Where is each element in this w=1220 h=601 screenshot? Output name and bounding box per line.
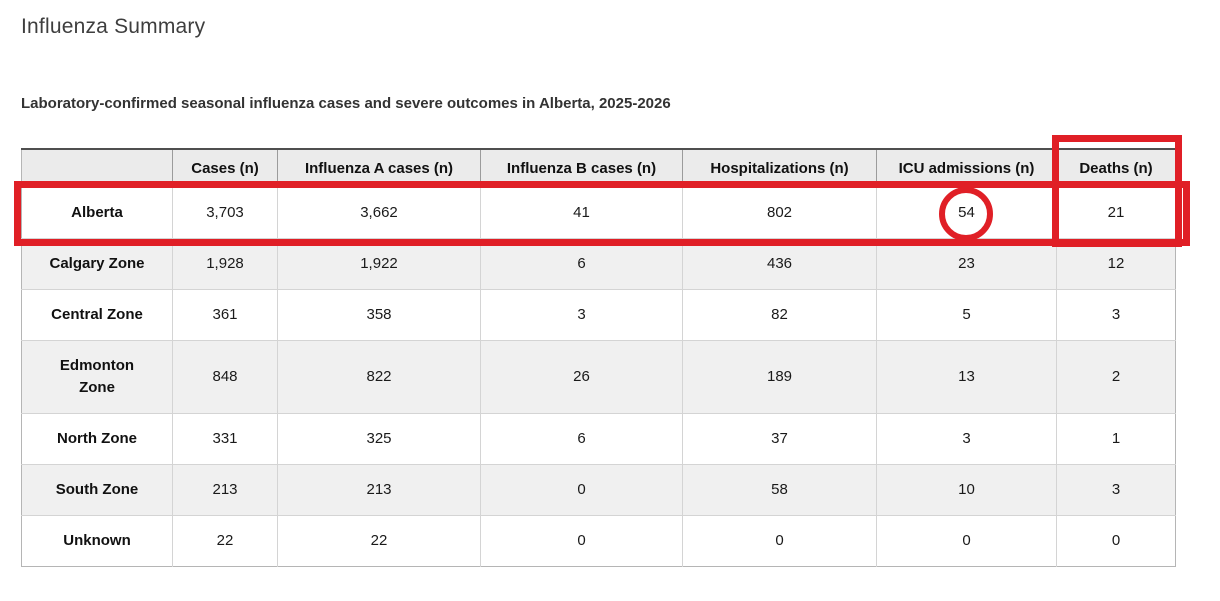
- value-cell: 1,928: [172, 237, 278, 289]
- value-cell: 21: [1107, 203, 1125, 221]
- region-cell: Central Zone: [21, 288, 173, 340]
- summary-table-container: Cases (n) Influenza A cases (n) Influenza …: [14, 135, 1190, 567]
- value-cell: 822: [277, 339, 481, 413]
- value-cell: 2: [1056, 339, 1176, 413]
- influenza-summary-table: Cases (n) Influenza A cases (n) Influenza …: [21, 148, 1176, 567]
- value-cell: 3: [1056, 288, 1176, 340]
- value-cell: 3,662: [277, 187, 481, 238]
- table-row: North Zone 331 325 6 37 3 1: [21, 412, 1176, 464]
- table-row: Edmonton Zone 848 822 26 189 13 2: [21, 339, 1176, 413]
- region-column-header: [21, 149, 173, 188]
- value-cell: 37: [682, 412, 877, 464]
- value-cell: 6: [480, 412, 683, 464]
- value-cell: 22: [172, 514, 278, 566]
- value-cell: 58: [682, 463, 877, 515]
- value-cell: 358: [277, 288, 481, 340]
- region-cell: North Zone: [21, 412, 173, 464]
- value-cell: 213: [277, 463, 481, 515]
- value-cell: 0: [1056, 514, 1176, 566]
- table-caption: Laboratory-confirmed seasonal influenza …: [21, 95, 671, 112]
- column-header: Hospitalizations (n): [682, 149, 877, 188]
- value-cell: 3: [876, 412, 1057, 464]
- region-cell: South Zone: [21, 463, 173, 515]
- value-cell: 3,703: [172, 187, 278, 238]
- value-cell: 82: [682, 288, 877, 340]
- value-cell: 1: [1056, 412, 1176, 464]
- value-cell: 41: [480, 187, 683, 238]
- column-header: ICU admissions (n): [876, 149, 1057, 188]
- value-cell: 331: [172, 412, 278, 464]
- value-cell: 0: [480, 514, 683, 566]
- value-cell: 0: [480, 463, 683, 515]
- value-cell: 325: [277, 412, 481, 464]
- value-cell: 436: [682, 237, 877, 289]
- value-cell: 54: [876, 187, 1057, 238]
- value-cell: 12: [1056, 237, 1176, 289]
- table-row: Central Zone 361 358 3 82 5 3: [21, 288, 1176, 340]
- region-cell: Edmonton Zone: [21, 339, 173, 413]
- column-header: Deaths (n): [1056, 149, 1176, 188]
- table-row: Calgary Zone 1,928 1,922 6 436 23 12: [21, 237, 1176, 289]
- value-cell: 0: [876, 514, 1057, 566]
- column-header: Influenza A cases (n): [277, 149, 481, 188]
- region-cell: Alberta: [21, 187, 173, 238]
- value-cell: 0: [682, 514, 877, 566]
- value-cell: 26: [480, 339, 683, 413]
- table-row: Unknown 22 22 0 0 0 0: [21, 514, 1176, 566]
- value-cell: 361: [172, 288, 278, 340]
- table-header-row: Cases (n) Influenza A cases (n) Influenza …: [21, 149, 1176, 188]
- value-cell: 10: [876, 463, 1057, 515]
- page-title: Influenza Summary: [21, 15, 206, 38]
- value-cell: 23: [876, 237, 1057, 289]
- value-cell: 802: [682, 187, 877, 238]
- value-cell: 1,922: [277, 237, 481, 289]
- value-cell: 3: [1056, 463, 1176, 515]
- region-cell: Unknown: [21, 514, 173, 566]
- value-cell: 213: [172, 463, 278, 515]
- value-cell: 22: [277, 514, 481, 566]
- value-cell: 848: [172, 339, 278, 413]
- value-cell: 6: [480, 237, 683, 289]
- table-row: South Zone 213 213 0 58 10 3: [21, 463, 1176, 515]
- value-cell: 189: [682, 339, 877, 413]
- column-header: Cases (n): [172, 149, 278, 188]
- value-cell: 3: [480, 288, 683, 340]
- value-cell: 13: [876, 339, 1057, 413]
- column-header: Influenza B cases (n): [480, 149, 683, 188]
- region-cell: Calgary Zone: [21, 237, 173, 289]
- table-row: Alberta 3,703 3,662 41 802 54 21: [21, 187, 1176, 238]
- value-cell: 5: [876, 288, 1057, 340]
